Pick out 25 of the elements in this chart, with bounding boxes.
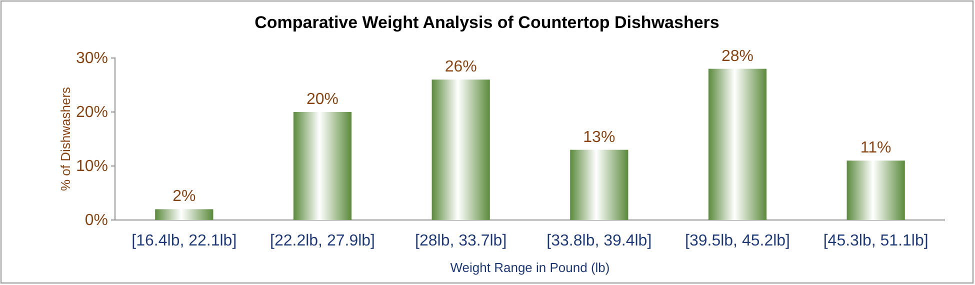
data-label: 26% — [444, 58, 477, 76]
chart-title: Comparative Weight Analysis of Countertop Dishwashers — [254, 13, 720, 32]
data-label: 20% — [306, 91, 339, 108]
y-tick-label: 30% — [76, 50, 108, 68]
data-label: 13% — [583, 128, 616, 146]
data-label: 11% — [860, 140, 892, 157]
bar — [432, 80, 490, 220]
y-tick-label: 20% — [76, 104, 108, 122]
x-axis-title: Weight Range in Pound (lb) — [450, 260, 610, 275]
y-axis-title: % of Dishwashers — [58, 86, 73, 192]
x-tick-label: [39.5lb, 45.2lb] — [685, 232, 790, 250]
bar — [846, 160, 905, 220]
data-label: 2% — [172, 188, 196, 206]
x-tick-label: [45.3lb, 51.1lb] — [823, 232, 928, 250]
x-tick-label: [33.8lb, 39.4lb] — [546, 232, 652, 250]
x-tick-label: [16.4lb, 22.1lb] — [132, 232, 237, 250]
x-tick-label: [22.2lb, 27.9lb] — [270, 232, 375, 250]
y-tick-label: 10% — [76, 158, 108, 176]
bar — [708, 68, 767, 220]
bar — [155, 209, 214, 220]
y-tick-label: 0% — [84, 212, 108, 230]
bar — [293, 112, 352, 220]
data-label: 28% — [721, 48, 754, 65]
bar — [570, 150, 628, 220]
x-tick-label: [28lb, 33.7lb] — [415, 232, 507, 250]
